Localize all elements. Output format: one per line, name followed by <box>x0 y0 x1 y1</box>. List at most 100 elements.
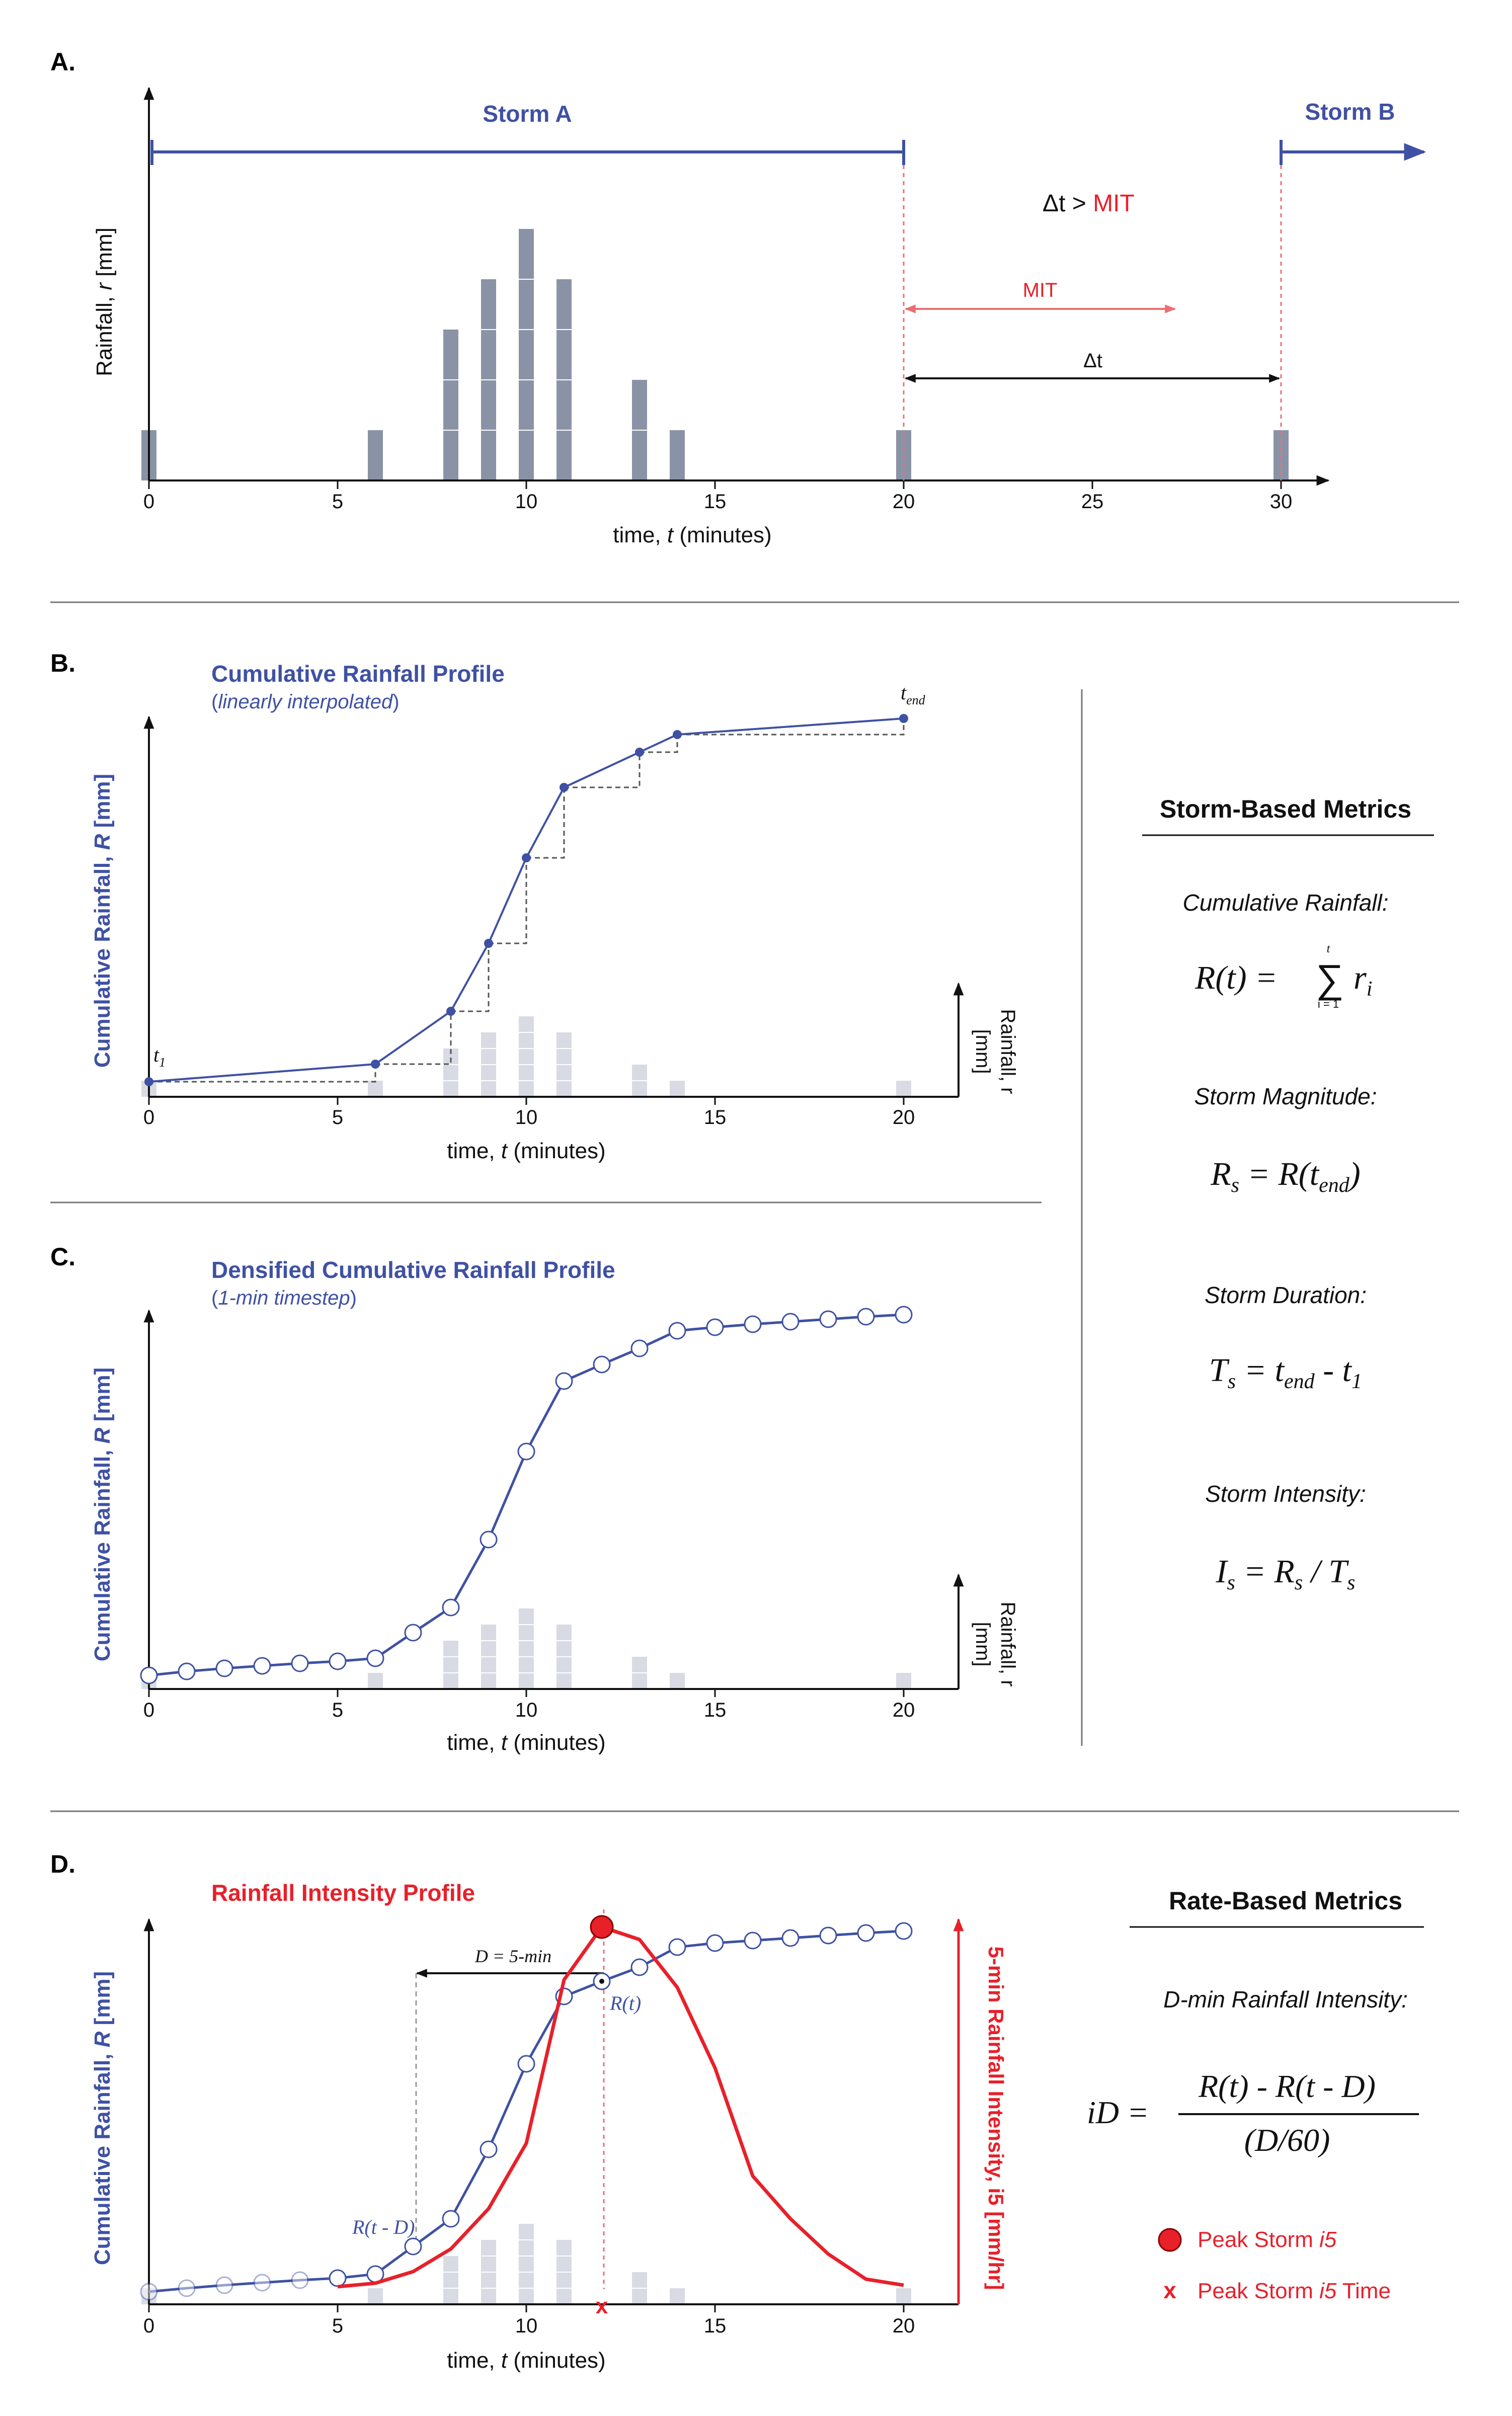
storm-magnitude-formula: Rs = R(tend) <box>1210 1156 1361 1197</box>
panel-d-right-axis-label: 5-min Rainfall Intensity, i5 [mm/hr] <box>984 1947 1008 2290</box>
panel-d-rainfall-bars <box>141 2224 911 2304</box>
panel-c-x-axis-label: time, t (minutes) <box>447 1730 605 1755</box>
panel-a-x-axis-label: time, t (minutes) <box>613 523 771 547</box>
step-function <box>149 718 905 1083</box>
rainfall-bar <box>896 1081 911 1097</box>
data-point <box>215 1659 233 1677</box>
tend-label: tend <box>901 681 926 707</box>
panel-a-rainfall-bars <box>141 229 1289 480</box>
data-point <box>371 1060 380 1069</box>
tick-label: 30 <box>1270 491 1293 513</box>
panel-b-x-tick-labels: 0 5 10 15 20 <box>143 1106 915 1129</box>
peak-time-legend-label: Peak Storm i5 Time <box>1198 2279 1391 2303</box>
data-point <box>140 2283 158 2301</box>
data-point <box>668 1322 686 1340</box>
rainfall-bar <box>519 1608 534 1689</box>
d-window-label: D = 5-min <box>474 1946 551 1966</box>
rainfall-bar <box>443 2256 458 2304</box>
panel-a-x-tick-labels: 0 5 10 15 20 25 30 <box>143 491 1292 513</box>
panel-b: B. Cumulative Rainfall Profile (linearly… <box>50 649 1019 1163</box>
panel-a-label: A. <box>50 48 75 76</box>
panel-c-right-axis-label: Rainfall, r <box>997 1602 1019 1687</box>
data-point <box>291 2271 309 2289</box>
rainfall-bar <box>896 2288 911 2304</box>
rainfall-bar <box>368 2288 383 2304</box>
delta-t-gt-mit: Δt > MIT <box>1043 190 1135 217</box>
r-t-label: R(t) <box>609 1992 641 2015</box>
rainfall-bar <box>443 1641 458 1689</box>
panel-d-x-tick-labels: 0 5 10 15 20 <box>143 2315 915 2337</box>
tick-label: 20 <box>893 491 915 513</box>
panel-b-rainfall-bars <box>141 1016 911 1097</box>
data-point <box>895 1922 913 1940</box>
rainfall-bar <box>368 430 383 480</box>
panel-c-rainfall-bars <box>141 1608 911 1689</box>
peak-i5-marker <box>590 1915 614 1939</box>
panel-d-x-axis-label: time, t (minutes) <box>447 2348 605 2373</box>
tick-label: 15 <box>704 491 727 513</box>
data-point <box>329 2269 347 2287</box>
tick-label: 10 <box>515 491 538 513</box>
data-point <box>404 2237 422 2256</box>
panel-b-y-axis-label: Cumulative Rainfall, R [mm] <box>90 774 115 1068</box>
panel-b-label: B. <box>50 649 75 677</box>
rainfall-bar <box>519 229 534 480</box>
data-point <box>291 1654 309 1672</box>
panel-d-title: Rainfall Intensity Profile <box>211 1880 475 1906</box>
intensity-formula-lhs: iD = <box>1087 2095 1149 2130</box>
panel-c-ticks <box>148 1689 905 1697</box>
storm-b-label: Storm B <box>1305 99 1395 125</box>
panel-b-subtitle: (linearly interpolated) <box>211 691 400 713</box>
panel-a: A. 0 5 10 15 20 25 30 time, t (minutes) … <box>50 48 1426 547</box>
tick-label: 25 <box>1081 491 1104 513</box>
rainfall-bar <box>519 1016 534 1097</box>
data-point <box>593 1355 611 1374</box>
data-point <box>517 2055 535 2073</box>
data-point <box>178 1662 196 1680</box>
panel-c-y-axis-label: Cumulative Rainfall, R [mm] <box>90 1367 115 1661</box>
cumulative-rainfall-formula: R(t) = ∑ t i = 1 ri <box>1195 942 1372 1010</box>
tick-label: 10 <box>515 2315 538 2337</box>
data-point <box>329 1652 347 1670</box>
data-point <box>899 714 908 723</box>
panel-d-cumulative-line <box>140 1922 913 2301</box>
r-t-point-center <box>599 1979 604 1984</box>
tick-label: 5 <box>332 1106 343 1129</box>
data-point <box>781 1929 800 1947</box>
tick-label: 0 <box>143 1106 154 1129</box>
data-point <box>253 1657 271 1675</box>
data-point <box>144 1077 153 1086</box>
panel-c-x-tick-labels: 0 5 10 15 20 <box>143 1699 915 1721</box>
intensity-formula-denominator: (D/60) <box>1244 2122 1330 2158</box>
data-point <box>706 1934 724 1952</box>
data-point <box>635 748 644 757</box>
rainfall-bar <box>896 1673 911 1689</box>
d-min-intensity-label: D-min Rainfall Intensity: <box>1163 1986 1408 2012</box>
data-point <box>404 1624 422 1642</box>
data-point <box>668 1938 686 1956</box>
tick-label: 10 <box>515 1106 538 1129</box>
panel-c: C. Densified Cumulative Rainfall Profile… <box>50 1243 1019 1755</box>
rainfall-bar <box>519 2224 534 2304</box>
tick-label: 15 <box>704 1699 727 1721</box>
cumulative-rainfall-label: Cumulative Rainfall: <box>1182 890 1388 916</box>
tick-label: 20 <box>893 1699 915 1721</box>
storm-a-label: Storm A <box>483 101 572 127</box>
panel-c-densified-line <box>140 1306 913 1684</box>
data-point <box>480 1531 498 1549</box>
r-t-minus-d-label: R(t - D) <box>352 2216 415 2238</box>
storm-intensity-formula: Is = Rs / Ts <box>1216 1553 1356 1594</box>
tick-label: 0 <box>143 2315 154 2337</box>
rainfall-bar <box>670 2288 685 2304</box>
storm-magnitude-label: Storm Magnitude: <box>1194 1083 1377 1109</box>
storm-intensity-label: Storm Intensity: <box>1205 1481 1366 1507</box>
formula-lhs: R(t) = <box>1195 959 1278 996</box>
panel-b-x-axis-label: time, t (minutes) <box>447 1139 605 1163</box>
panel-b-right-axis-label: Rainfall, r <box>997 1009 1019 1094</box>
storm-duration-label: Storm Duration: <box>1205 1282 1367 1308</box>
rainfall-bar <box>443 330 458 480</box>
tick-label: 0 <box>143 1699 154 1721</box>
rate-metrics: Rate-Based Metrics D-min Rainfall Intens… <box>1087 1887 1424 2303</box>
tick-label: 15 <box>704 1106 727 1129</box>
